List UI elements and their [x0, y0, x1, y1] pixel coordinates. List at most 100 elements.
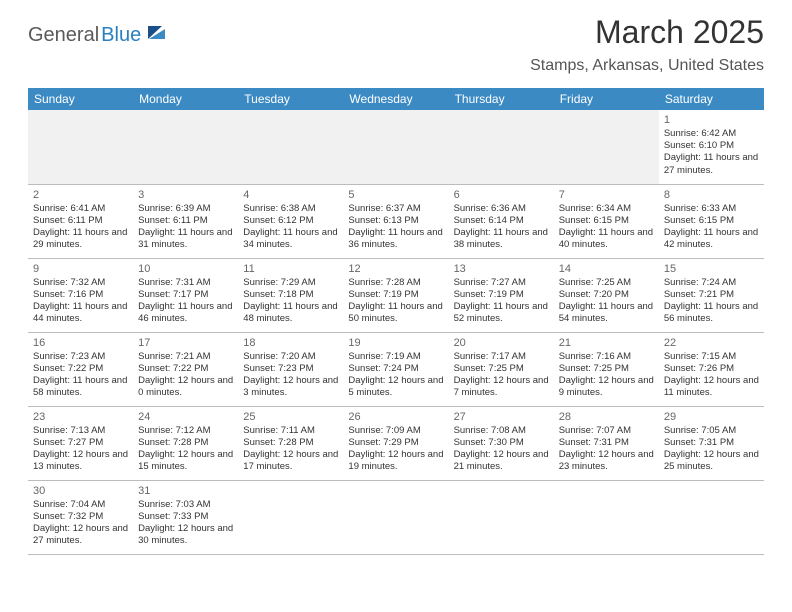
calendar-cell: 28Sunrise: 7:07 AMSunset: 7:31 PMDayligh…	[554, 406, 659, 480]
calendar-cell: 14Sunrise: 7:25 AMSunset: 7:20 PMDayligh…	[554, 258, 659, 332]
daylight-text: Daylight: 11 hours and 52 minutes.	[454, 301, 549, 325]
day-number: 13	[454, 262, 549, 276]
daylight-text: Daylight: 12 hours and 7 minutes.	[454, 375, 549, 399]
calendar-cell	[554, 110, 659, 184]
sunrise-text: Sunrise: 7:12 AM	[138, 425, 233, 437]
calendar-week-row: 23Sunrise: 7:13 AMSunset: 7:27 PMDayligh…	[28, 406, 764, 480]
sunrise-text: Sunrise: 7:23 AM	[33, 351, 128, 363]
location-text: Stamps, Arkansas, United States	[530, 57, 764, 75]
calendar-cell: 9Sunrise: 7:32 AMSunset: 7:16 PMDaylight…	[28, 258, 133, 332]
day-number: 11	[243, 262, 338, 276]
daylight-text: Daylight: 12 hours and 0 minutes.	[138, 375, 233, 399]
day-number: 12	[348, 262, 443, 276]
calendar-cell	[449, 480, 554, 554]
day-number: 24	[138, 410, 233, 424]
calendar-cell: 23Sunrise: 7:13 AMSunset: 7:27 PMDayligh…	[28, 406, 133, 480]
daylight-text: Daylight: 11 hours and 42 minutes.	[664, 227, 759, 251]
daylight-text: Daylight: 11 hours and 38 minutes.	[454, 227, 549, 251]
day-number: 7	[559, 188, 654, 202]
daylight-text: Daylight: 11 hours and 27 minutes.	[664, 152, 759, 176]
sunrise-text: Sunrise: 6:38 AM	[243, 203, 338, 215]
calendar-cell: 13Sunrise: 7:27 AMSunset: 7:19 PMDayligh…	[449, 258, 554, 332]
sunset-text: Sunset: 7:31 PM	[559, 437, 654, 449]
daylight-text: Daylight: 11 hours and 58 minutes.	[33, 375, 128, 399]
calendar-week-row: 9Sunrise: 7:32 AMSunset: 7:16 PMDaylight…	[28, 258, 764, 332]
daylight-text: Daylight: 12 hours and 23 minutes.	[559, 449, 654, 473]
daylight-text: Daylight: 11 hours and 29 minutes.	[33, 227, 128, 251]
day-number: 14	[559, 262, 654, 276]
daylight-text: Daylight: 11 hours and 50 minutes.	[348, 301, 443, 325]
daylight-text: Daylight: 12 hours and 25 minutes.	[664, 449, 759, 473]
calendar-table: Sunday Monday Tuesday Wednesday Thursday…	[28, 88, 764, 555]
sunset-text: Sunset: 7:28 PM	[243, 437, 338, 449]
sunrise-text: Sunrise: 7:17 AM	[454, 351, 549, 363]
sunrise-text: Sunrise: 7:32 AM	[33, 277, 128, 289]
daylight-text: Daylight: 12 hours and 21 minutes.	[454, 449, 549, 473]
daylight-text: Daylight: 11 hours and 34 minutes.	[243, 227, 338, 251]
day-number: 18	[243, 336, 338, 350]
sunset-text: Sunset: 7:31 PM	[664, 437, 759, 449]
day-header: Monday	[133, 88, 238, 110]
sunrise-text: Sunrise: 6:33 AM	[664, 203, 759, 215]
sunset-text: Sunset: 7:19 PM	[454, 289, 549, 301]
calendar-cell: 31Sunrise: 7:03 AMSunset: 7:33 PMDayligh…	[133, 480, 238, 554]
sunrise-text: Sunrise: 6:41 AM	[33, 203, 128, 215]
sunrise-text: Sunrise: 6:34 AM	[559, 203, 654, 215]
calendar-cell: 21Sunrise: 7:16 AMSunset: 7:25 PMDayligh…	[554, 332, 659, 406]
daylight-text: Daylight: 12 hours and 27 minutes.	[33, 523, 128, 547]
sunrise-text: Sunrise: 7:09 AM	[348, 425, 443, 437]
day-number: 25	[243, 410, 338, 424]
daylight-text: Daylight: 11 hours and 44 minutes.	[33, 301, 128, 325]
calendar-cell	[28, 110, 133, 184]
logo-text-blue: Blue	[101, 24, 141, 47]
header: GeneralBlue March 2025 Stamps, Arkansas,…	[0, 0, 792, 88]
calendar-week-row: 1Sunrise: 6:42 AMSunset: 6:10 PMDaylight…	[28, 110, 764, 184]
calendar-cell	[554, 480, 659, 554]
calendar-week-row: 16Sunrise: 7:23 AMSunset: 7:22 PMDayligh…	[28, 332, 764, 406]
day-number: 20	[454, 336, 549, 350]
day-number: 2	[33, 188, 128, 202]
sunrise-text: Sunrise: 7:19 AM	[348, 351, 443, 363]
sunrise-text: Sunrise: 7:05 AM	[664, 425, 759, 437]
sunset-text: Sunset: 7:32 PM	[33, 511, 128, 523]
sunset-text: Sunset: 7:22 PM	[33, 363, 128, 375]
day-number: 8	[664, 188, 759, 202]
sunset-text: Sunset: 7:23 PM	[243, 363, 338, 375]
calendar-cell: 20Sunrise: 7:17 AMSunset: 7:25 PMDayligh…	[449, 332, 554, 406]
day-number: 29	[664, 410, 759, 424]
sunset-text: Sunset: 7:33 PM	[138, 511, 233, 523]
sunset-text: Sunset: 6:12 PM	[243, 215, 338, 227]
calendar-cell: 29Sunrise: 7:05 AMSunset: 7:31 PMDayligh…	[659, 406, 764, 480]
sunset-text: Sunset: 7:16 PM	[33, 289, 128, 301]
calendar-cell: 27Sunrise: 7:08 AMSunset: 7:30 PMDayligh…	[449, 406, 554, 480]
day-number: 10	[138, 262, 233, 276]
calendar-cell	[659, 480, 764, 554]
calendar-cell: 24Sunrise: 7:12 AMSunset: 7:28 PMDayligh…	[133, 406, 238, 480]
daylight-text: Daylight: 11 hours and 46 minutes.	[138, 301, 233, 325]
sunset-text: Sunset: 7:21 PM	[664, 289, 759, 301]
calendar-cell: 4Sunrise: 6:38 AMSunset: 6:12 PMDaylight…	[238, 184, 343, 258]
page-title: March 2025	[530, 14, 764, 51]
sunset-text: Sunset: 7:29 PM	[348, 437, 443, 449]
day-header: Thursday	[449, 88, 554, 110]
sunset-text: Sunset: 6:13 PM	[348, 215, 443, 227]
sunrise-text: Sunrise: 7:31 AM	[138, 277, 233, 289]
day-number: 19	[348, 336, 443, 350]
logo: GeneralBlue	[28, 24, 169, 47]
sunset-text: Sunset: 6:15 PM	[559, 215, 654, 227]
calendar-cell: 6Sunrise: 6:36 AMSunset: 6:14 PMDaylight…	[449, 184, 554, 258]
daylight-text: Daylight: 12 hours and 15 minutes.	[138, 449, 233, 473]
daylight-text: Daylight: 12 hours and 11 minutes.	[664, 375, 759, 399]
calendar-cell: 8Sunrise: 6:33 AMSunset: 6:15 PMDaylight…	[659, 184, 764, 258]
calendar-body: 1Sunrise: 6:42 AMSunset: 6:10 PMDaylight…	[28, 110, 764, 554]
calendar-cell: 7Sunrise: 6:34 AMSunset: 6:15 PMDaylight…	[554, 184, 659, 258]
sunrise-text: Sunrise: 7:11 AM	[243, 425, 338, 437]
daylight-text: Daylight: 12 hours and 30 minutes.	[138, 523, 233, 547]
sunrise-text: Sunrise: 7:20 AM	[243, 351, 338, 363]
daylight-text: Daylight: 11 hours and 54 minutes.	[559, 301, 654, 325]
day-number: 30	[33, 484, 128, 498]
calendar-cell	[238, 110, 343, 184]
sunset-text: Sunset: 7:24 PM	[348, 363, 443, 375]
calendar-cell: 12Sunrise: 7:28 AMSunset: 7:19 PMDayligh…	[343, 258, 448, 332]
sunrise-text: Sunrise: 6:36 AM	[454, 203, 549, 215]
